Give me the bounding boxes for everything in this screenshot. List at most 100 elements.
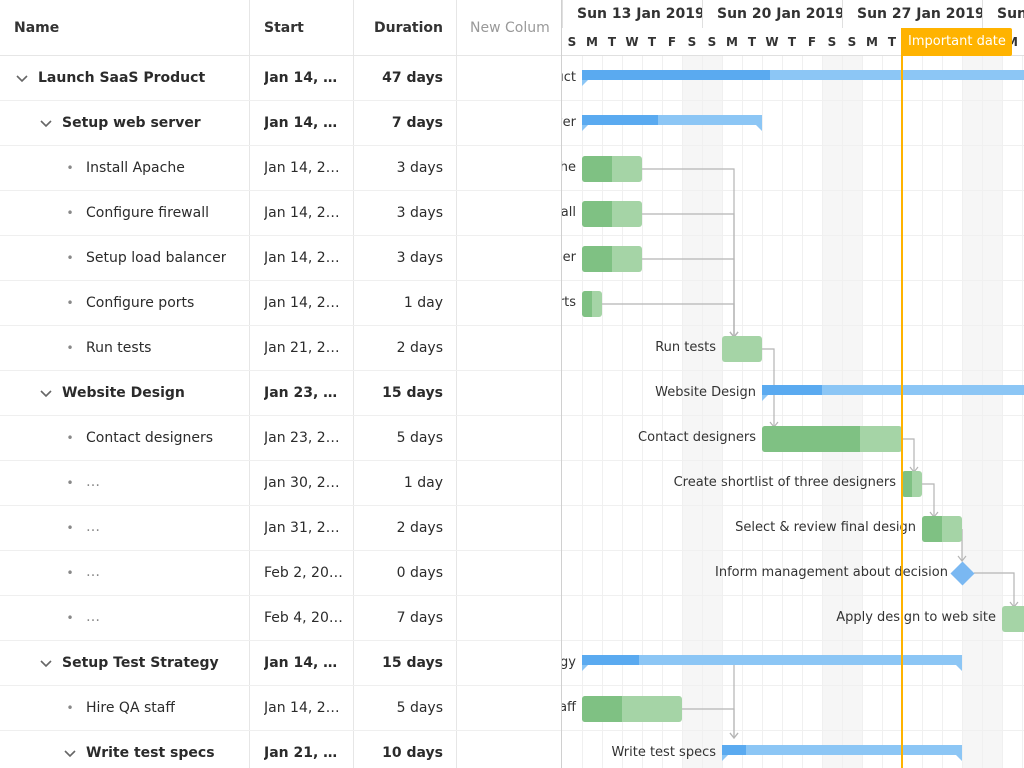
chevron-down-icon[interactable] <box>38 655 54 671</box>
column-header-start[interactable]: Start <box>264 20 304 36</box>
dependency-line[interactable] <box>642 168 735 337</box>
task-bar[interactable] <box>582 696 682 722</box>
cell-start[interactable]: Jan 14, 2019 <box>264 295 344 311</box>
cell-start[interactable]: Jan 14, 2019 <box>264 160 344 176</box>
task-bar[interactable] <box>722 336 762 362</box>
grid-row[interactable]: • Inform management about decision Feb 2, … <box>0 551 561 596</box>
dependency-line[interactable] <box>922 483 935 517</box>
grid-row[interactable]: • Configure ports Jan 14, 2019 1 day <box>0 281 561 326</box>
cell-duration[interactable]: 7 days <box>396 610 443 626</box>
cell-start[interactable]: Jan 14, 2019 <box>264 70 344 86</box>
column-header-name[interactable]: Name <box>14 20 60 36</box>
grid-row[interactable]: • Select & review final design Jan 31, 201… <box>0 506 561 551</box>
grid-row[interactable]: • Contact designers Jan 23, 2019 5 days <box>0 416 561 461</box>
grid-row[interactable]: • Hire QA staff Jan 14, 2019 5 days <box>0 686 561 731</box>
cell-duration[interactable]: 15 days <box>382 385 443 401</box>
cell-duration[interactable]: 7 days <box>391 115 443 131</box>
dependency-line[interactable] <box>733 659 962 738</box>
cell-name[interactable]: Setup Test Strategy <box>0 641 249 686</box>
dependency-line[interactable] <box>642 258 735 337</box>
cell-name[interactable]: • Configure firewall <box>0 191 249 236</box>
dependency-line[interactable] <box>974 572 1015 607</box>
grid-row[interactable]: • Configure firewall Jan 14, 2019 3 days <box>0 191 561 236</box>
task-bar[interactable] <box>582 246 642 272</box>
cell-start[interactable]: Jan 31, 2019 <box>264 520 344 536</box>
cell-duration[interactable]: 3 days <box>396 160 443 176</box>
cell-name[interactable]: Setup web server <box>0 101 249 146</box>
cell-name[interactable]: • Contact designers <box>0 416 249 461</box>
cell-start[interactable]: Jan 23, 2019 <box>264 385 344 401</box>
summary-bar[interactable] <box>762 385 1024 401</box>
grid-row[interactable]: • Setup load balancer Jan 14, 2019 3 days <box>0 236 561 281</box>
task-bar[interactable] <box>582 156 642 182</box>
cell-start[interactable]: Jan 14, 2019 <box>264 700 344 716</box>
cell-name[interactable]: • Apply design to web site <box>0 596 249 641</box>
chevron-down-icon[interactable] <box>38 115 54 131</box>
grid-row[interactable]: • Run tests Jan 21, 2019 2 days <box>0 326 561 371</box>
cell-start[interactable]: Jan 23, 2019 <box>264 430 344 446</box>
task-bar[interactable] <box>582 291 602 317</box>
grid-row[interactable]: • Install Apache Jan 14, 2019 3 days <box>0 146 561 191</box>
cell-name[interactable]: • Install Apache <box>0 146 249 191</box>
cell-name[interactable]: • Setup load balancer <box>0 236 249 281</box>
cell-start[interactable]: Feb 2, 2019 <box>264 565 344 581</box>
cell-duration[interactable]: 47 days <box>382 70 443 86</box>
dependency-line[interactable] <box>762 348 775 427</box>
dependency-line[interactable] <box>642 213 735 337</box>
dependency-line[interactable] <box>682 708 735 738</box>
cell-name[interactable]: Launch SaaS Product <box>0 56 249 101</box>
grid-row[interactable]: Website Design Jan 23, 2019 15 days <box>0 371 561 416</box>
dependency-line[interactable] <box>902 438 915 472</box>
task-bar[interactable] <box>582 201 642 227</box>
summary-bar[interactable] <box>582 70 1024 86</box>
cell-name[interactable]: Website Design <box>0 371 249 416</box>
cell-duration[interactable]: 15 days <box>382 655 443 671</box>
cell-duration[interactable]: 2 days <box>396 520 443 536</box>
task-bar[interactable] <box>902 471 922 497</box>
column-divider[interactable] <box>249 0 250 768</box>
cell-duration[interactable]: 3 days <box>396 205 443 221</box>
cell-start[interactable]: Jan 14, 2019 <box>264 115 344 131</box>
cell-name[interactable]: • Create shortlist of three designers <box>0 461 249 506</box>
grid-row[interactable]: Setup web server Jan 14, 2019 7 days <box>0 101 561 146</box>
cell-name[interactable]: • Run tests <box>0 326 249 371</box>
column-header-new-column[interactable]: New Column <box>470 20 550 36</box>
timeline-body[interactable]: Launch SaaS Product Setup web server Insta… <box>562 56 1024 768</box>
grid-row[interactable]: Setup Test Strategy Jan 14, 2019 15 days <box>0 641 561 686</box>
cell-name[interactable]: • Inform management about decision <box>0 551 249 596</box>
cell-name[interactable]: Write test specs <box>0 731 249 768</box>
cell-start[interactable]: Jan 21, 2019 <box>264 745 344 761</box>
cell-start[interactable]: Jan 14, 2019 <box>264 205 344 221</box>
cell-duration[interactable]: 1 day <box>403 295 443 311</box>
cell-duration[interactable]: 10 days <box>382 745 443 761</box>
cell-duration[interactable]: 1 day <box>403 475 443 491</box>
cell-start[interactable]: Jan 30, 2019 <box>264 475 344 491</box>
task-bar[interactable] <box>922 516 962 542</box>
chevron-down-icon[interactable] <box>38 385 54 401</box>
summary-bar[interactable] <box>582 655 962 671</box>
cell-duration[interactable]: 5 days <box>396 700 443 716</box>
column-header-duration[interactable]: Duration <box>373 20 443 36</box>
important-date-flag[interactable]: Important date <box>901 28 1012 56</box>
dependency-line[interactable] <box>602 303 735 337</box>
cell-name[interactable]: • Select & review final design <box>0 506 249 551</box>
cell-start[interactable]: Jan 14, 2019 <box>264 250 344 266</box>
cell-duration[interactable]: 0 days <box>396 565 443 581</box>
grid-row[interactable]: Write test specs Jan 21, 2019 10 days <box>0 731 561 768</box>
grid-row[interactable]: • Create shortlist of three designers Jan … <box>0 461 561 506</box>
column-divider[interactable] <box>456 0 457 768</box>
task-bar[interactable] <box>762 426 902 452</box>
chevron-down-icon[interactable] <box>62 745 78 761</box>
chevron-down-icon[interactable] <box>14 70 30 86</box>
grid-row[interactable]: Launch SaaS Product Jan 14, 2019 47 days <box>0 56 561 101</box>
summary-bar[interactable] <box>582 115 762 131</box>
grid-row[interactable]: • Apply design to web site Feb 4, 2019 7 da… <box>0 596 561 641</box>
cell-duration[interactable]: 2 days <box>396 340 443 356</box>
summary-bar[interactable] <box>722 745 962 761</box>
cell-duration[interactable]: 5 days <box>396 430 443 446</box>
cell-name[interactable]: • Configure ports <box>0 281 249 326</box>
cell-name[interactable]: • Hire QA staff <box>0 686 249 731</box>
cell-start[interactable]: Jan 14, 2019 <box>264 655 344 671</box>
cell-start[interactable]: Feb 4, 2019 <box>264 610 344 626</box>
task-bar[interactable] <box>1002 606 1024 632</box>
